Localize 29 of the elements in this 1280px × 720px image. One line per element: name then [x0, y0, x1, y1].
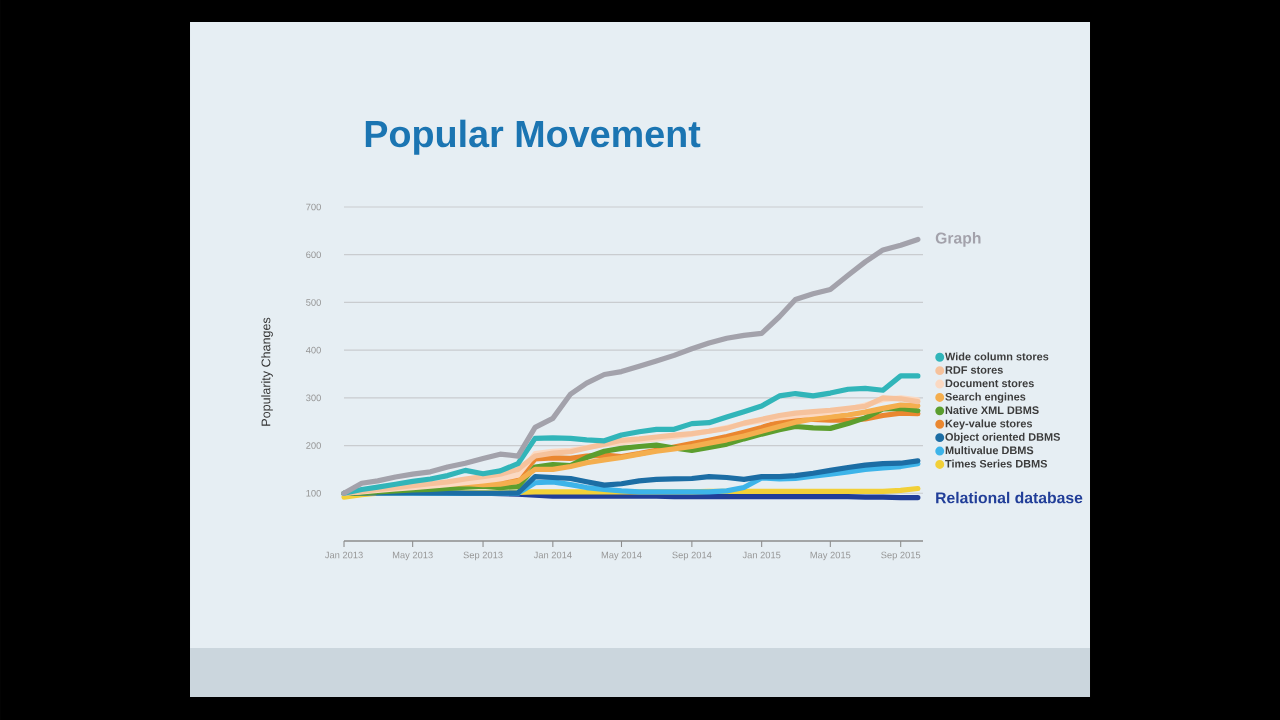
series-label: Relational database — [936, 491, 1083, 504]
legend-label: Search engines — [945, 392, 1026, 403]
chart-title: Popular Movement — [365, 119, 701, 155]
y-tick-label: 100 — [306, 489, 321, 497]
legend-label: Document stores — [945, 379, 1034, 388]
series-label: Graph — [935, 232, 981, 247]
x-tick-label: Sep 2015 — [881, 551, 921, 561]
y-tick-label: 200 — [306, 442, 321, 449]
x-tick-label: May 2014 — [601, 551, 642, 561]
y-tick-label: 600 — [306, 251, 321, 258]
x-tick-label: Jan 2013 — [324, 551, 363, 559]
y-axis-title: Popularity Changes — [261, 317, 273, 426]
y-tick-label: 300 — [306, 394, 321, 402]
x-tick-label: Sep 2014 — [672, 551, 712, 561]
y-tick-label: 500 — [306, 299, 321, 306]
legend-label: Key-value stores — [945, 419, 1033, 430]
x-tick-label: May 2015 — [810, 551, 851, 561]
y-tick-label: 700 — [306, 203, 321, 211]
legend-label: Multivalue DBMS — [945, 446, 1034, 455]
y-tick-label: 400 — [305, 346, 321, 354]
legend-label: Native XML DBMS — [945, 405, 1039, 415]
x-tick-label: Jan 2014 — [533, 551, 572, 559]
legend-label: Object oriented DBMS — [945, 432, 1060, 443]
legend-label: Wide column stores — [945, 352, 1049, 361]
x-tick-label: Sep 2013 — [463, 551, 503, 561]
x-tick-label: May 2013 — [392, 551, 433, 561]
legend-label: Times Series DBMS — [945, 459, 1048, 468]
x-tick-label: Jan 2015 — [742, 551, 781, 559]
legend-label: RDF stores — [945, 366, 1003, 374]
